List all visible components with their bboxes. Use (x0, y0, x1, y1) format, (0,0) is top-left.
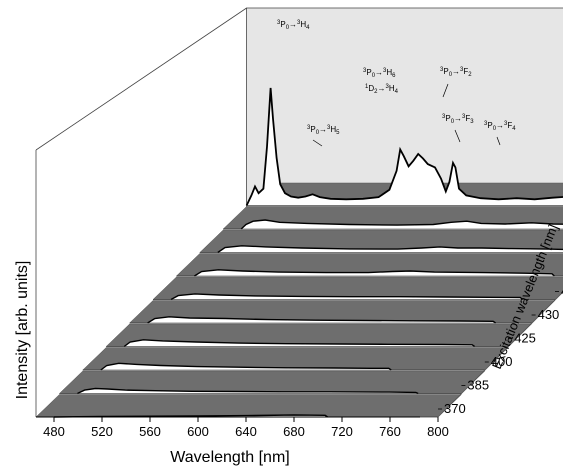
spectrum-385 (58, 370, 486, 395)
z-tick-label-370: 370 (444, 401, 466, 416)
annotation-p0_f2: 3P0→3F2 (440, 67, 472, 78)
spectrum-435 (175, 253, 563, 277)
back-wall (35, 7, 563, 212)
x-tick-label-560: 560 (139, 424, 161, 439)
x-tick-label-720: 720 (331, 424, 353, 439)
x-tick-label-640: 640 (235, 424, 257, 439)
floor-right-edge (437, 291, 563, 418)
spectrum-line-425 (123, 339, 476, 348)
annotation-arrow-0 (312, 139, 323, 147)
x-tick-label-480: 480 (43, 424, 65, 439)
spectrum-line-400 (100, 362, 392, 371)
annotation-p0_f4: 3P0→3F4 (484, 121, 516, 132)
spectrum-line-450 (245, 87, 563, 206)
spectrum-line-445 (240, 219, 563, 230)
spectrum-line-440 (217, 245, 563, 254)
spectrum-line-433 (170, 293, 524, 301)
annotation-p0_f3: 3P0→3F3 (442, 114, 474, 125)
floor-strip-370 (35, 394, 463, 418)
y-axis-title: Intensity [arb. units] (14, 261, 31, 400)
annotation-arrow-2 (496, 136, 501, 146)
spectrum-445 (222, 206, 563, 230)
spectrum-fill-445 (241, 220, 563, 229)
annotation-arrow-1 (454, 129, 461, 143)
annotation-p0_h4: 3P0→3H4 (277, 20, 310, 31)
z-tick-label-425: 425 (514, 331, 536, 346)
spectrum-450 (245, 87, 563, 206)
spectrum-line-435 (194, 269, 555, 277)
x-tick-label-800: 800 (427, 424, 449, 439)
x-axis: 480 520 560 600 640 680 720 760 800 (36, 416, 449, 439)
x-axis-title: Wavelength [nm] (170, 449, 289, 466)
z-tick-label-433: 433 (561, 284, 563, 299)
annotation-arrow-3 (442, 83, 449, 98)
spectrum-line-430 (147, 316, 497, 324)
transition-annotations: 3P0→3H4 3P0→3H5 3P0→3H6 1D2→3H4 3P0→3F2 3P0→3… (277, 20, 516, 147)
spectrum-line-385 (77, 387, 419, 395)
spectrum-line-370 (53, 414, 329, 418)
excitation-axis: 370385400425430433435440445450 (438, 284, 563, 416)
z-tick-label-430: 430 (538, 307, 560, 322)
spectra-strips (35, 87, 563, 418)
spectrum-425 (105, 323, 533, 348)
spectrum-370 (35, 394, 463, 418)
x-tick-label-680: 680 (283, 424, 305, 439)
spectrum-400 (82, 347, 509, 371)
spectrum-440 (199, 229, 563, 254)
x-tick-label-520: 520 (91, 424, 113, 439)
z-tick-label-385: 385 (467, 378, 489, 393)
spectrum-430 (128, 300, 556, 324)
z-tick-label-400: 400 (491, 354, 513, 369)
annotation-p0_h6: 3P0→3H6 (363, 68, 396, 79)
x-tick-label-760: 760 (379, 424, 401, 439)
annotation-d2_h4: 1D2→3H4 (365, 84, 399, 95)
annotation-p0_h5: 3P0→3H5 (307, 125, 340, 136)
x-tick-label-600: 600 (187, 424, 209, 439)
spectrum-fill-450 (246, 87, 563, 206)
spectrum-433 (152, 276, 563, 301)
